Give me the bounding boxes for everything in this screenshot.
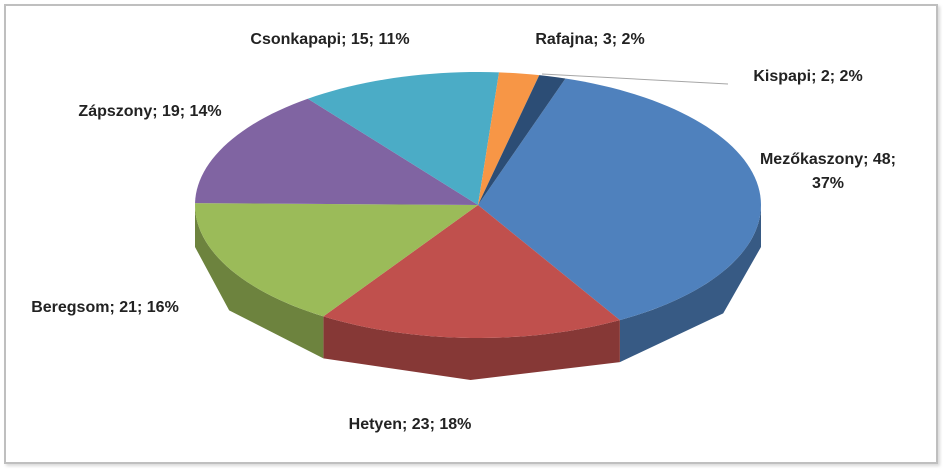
slice (195, 98, 478, 205)
data-label: Hetyen; 23; 18% (348, 416, 472, 433)
slice (478, 72, 540, 206)
slice (195, 203, 478, 317)
slice (478, 78, 761, 321)
leader-line (541, 73, 729, 85)
data-label: Kispapi; 2; 2% (753, 68, 863, 85)
data-label: Mezőkaszony; 48; 37% (759, 151, 897, 192)
data-label: Csonkapapi; 15; 11% (250, 31, 410, 48)
slice (323, 205, 620, 338)
data-label: Beregsom; 21; 16% (31, 299, 179, 316)
slice-side (323, 316, 620, 380)
slice-side (619, 205, 761, 363)
data-label: Zápszony; 19; 14% (78, 103, 222, 120)
slice (307, 72, 500, 205)
data-label: Rafajna; 3; 2% (535, 31, 645, 48)
slice (478, 75, 566, 206)
slice-side (195, 205, 324, 359)
